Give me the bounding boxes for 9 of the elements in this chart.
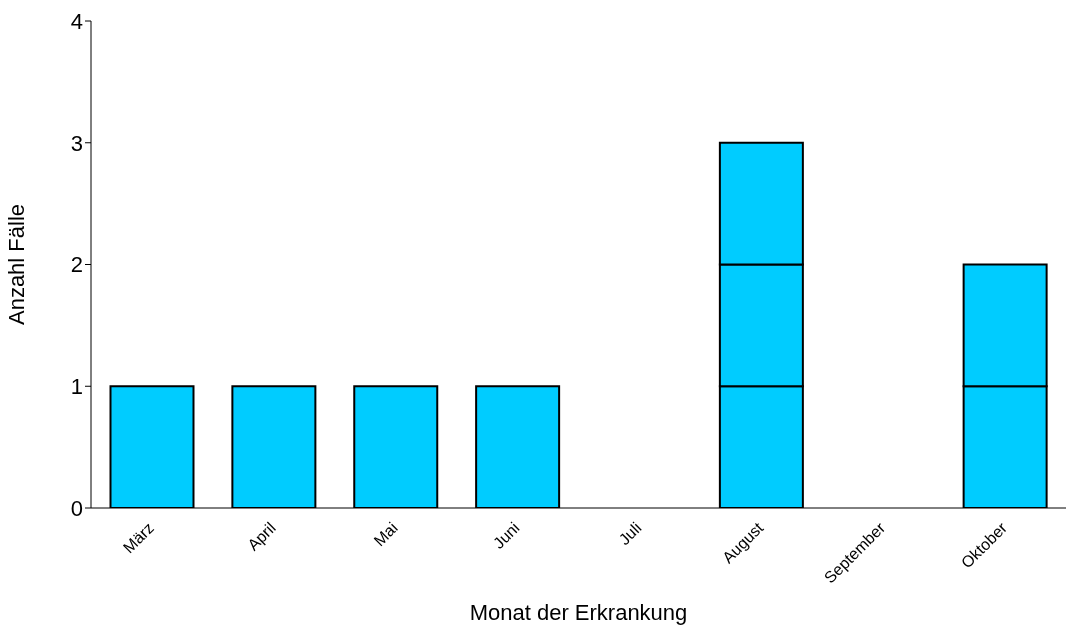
y-tick-label: 2 — [70, 252, 83, 278]
y-tick-label: 3 — [70, 130, 83, 156]
x-tick-label: Mai — [370, 519, 401, 550]
x-axis-title: Monat der Erkrankung — [469, 600, 688, 625]
y-tick-label: 1 — [70, 374, 83, 400]
y-tick-label: 4 — [70, 8, 83, 34]
x-tick-label: Juli — [615, 519, 645, 549]
y-tick-label: 0 — [70, 495, 83, 521]
y-axis-title: Anzahl Fälle — [3, 203, 29, 326]
